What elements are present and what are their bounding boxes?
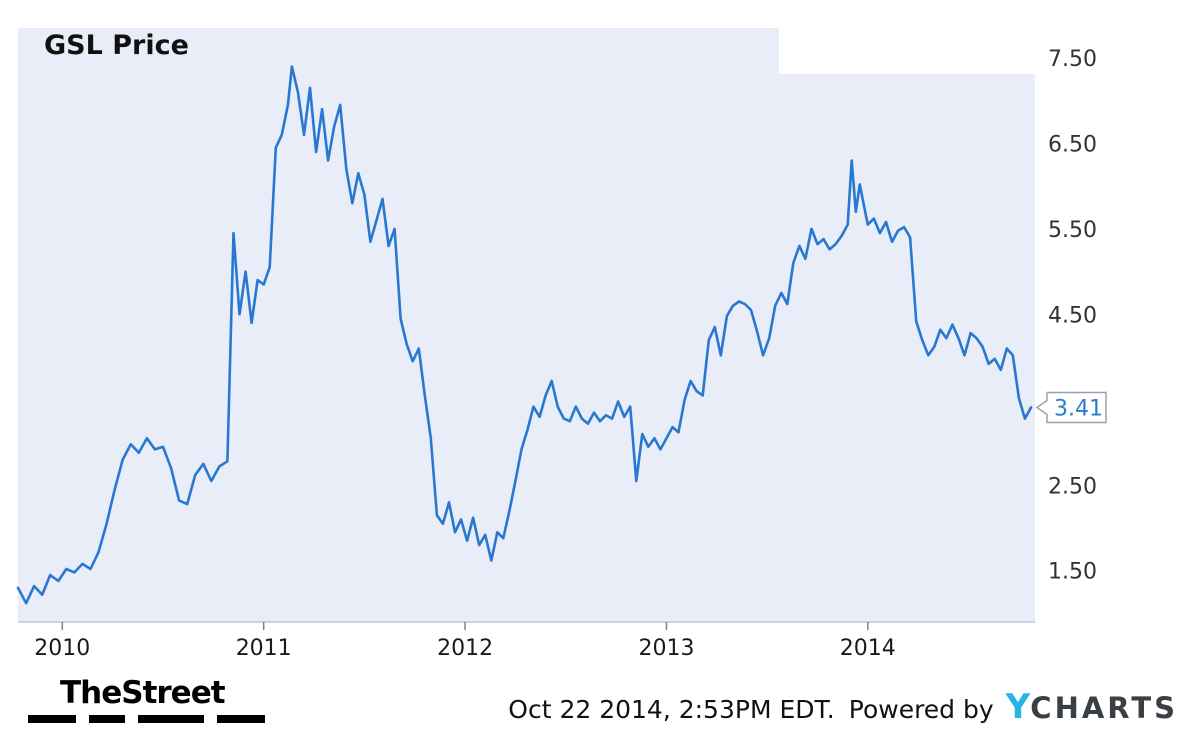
- chart-canvas: 2010 2011 2012 2013 2014 7.50 6.50 5.50 4.50 2.5…: [16, 28, 1107, 661]
- current-value-callout: 3.41: [1035, 391, 1107, 424]
- x-axis-tick-label: 2010: [34, 636, 90, 660]
- thestreet-logo: TheStreet: [28, 675, 265, 724]
- plot-top-white-band: [779, 28, 1035, 74]
- y-axis-tick-label: 2.50: [1048, 474, 1097, 499]
- ycharts-logo: Y CHARTS: [1006, 690, 1178, 724]
- y-axis-tick-label: 5.50: [1048, 218, 1097, 243]
- current-value-label: 3.41: [1054, 397, 1103, 422]
- logo-dash: [217, 715, 265, 724]
- attribution: Oct 22 2014, 2:53PM EDT. Powered by Y CH…: [508, 690, 1178, 724]
- x-axis-tick-label: 2012: [437, 636, 493, 660]
- y-axis-tick-label: 6.50: [1048, 132, 1097, 157]
- x-axis-tick-label: 2013: [639, 636, 695, 660]
- ycharts-logo-y: Y: [1005, 687, 1031, 727]
- logo-dash: [89, 715, 125, 724]
- chart-title: GSL Price: [44, 30, 189, 61]
- x-axis-tick-label: 2011: [236, 636, 292, 660]
- y-axis-tick-label: 7.50: [1048, 47, 1097, 72]
- price-line-series: [16, 65, 1033, 605]
- y-axis: 7.50 6.50 5.50 4.50 2.50 1.50: [1048, 47, 1097, 585]
- y-axis-tick-label: 1.50: [1048, 560, 1097, 585]
- y-axis-tick-label: 4.50: [1048, 303, 1097, 328]
- powered-by-label: Powered by: [848, 695, 994, 724]
- logo-dash: [28, 715, 76, 724]
- plot-background: [18, 28, 1035, 622]
- callout-bubble: [1035, 391, 1107, 424]
- x-axis: 2010 2011 2012 2013 2014: [34, 622, 896, 661]
- thestreet-logo-dashes: [28, 715, 265, 724]
- footer: TheStreet Oct 22 2014, 2:53PM EDT. Power…: [0, 676, 1200, 724]
- price-chart: GSL Price 2010 2011 2012 2013 2014 7.50 6.50 5…: [16, 28, 1107, 661]
- ycharts-logo-charts: CHARTS: [1030, 691, 1178, 725]
- thestreet-logo-text: TheStreet: [60, 675, 226, 711]
- x-axis-tick-label: 2014: [840, 636, 896, 660]
- logo-dash: [138, 715, 204, 724]
- timestamp: Oct 22 2014, 2:53PM EDT.: [508, 695, 835, 724]
